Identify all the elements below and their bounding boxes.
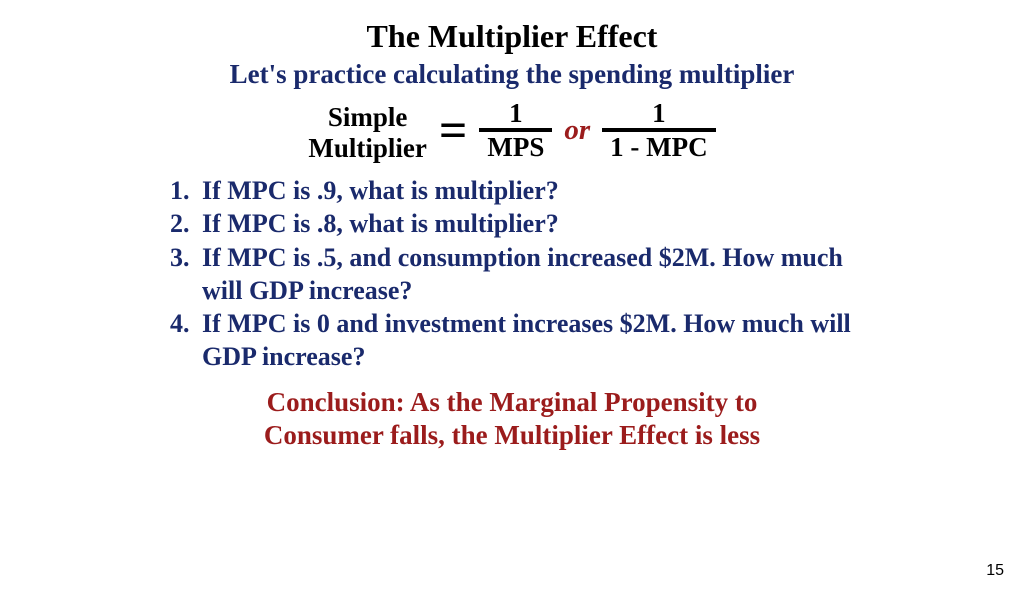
fraction-mpc-den: 1 - MPC xyxy=(602,132,715,161)
question-ol: If MPC is .9, what is multiplier? If MPC… xyxy=(152,174,872,374)
formula-row: Simple Multiplier = 1 MPS or 1 1 - MPC xyxy=(0,96,1024,164)
fraction-mps-num: 1 xyxy=(501,99,531,128)
question-item: If MPC is .9, what is multiplier? xyxy=(196,174,872,207)
question-item: If MPC is 0 and investment increases $2M… xyxy=(196,307,872,374)
slide-title: The Multiplier Effect xyxy=(0,18,1024,55)
fraction-mps-den: MPS xyxy=(479,132,552,161)
conclusion-line1: Conclusion: As the Marginal Propensity t… xyxy=(267,387,758,417)
conclusion-line2: Consumer falls, the Multiplier Effect is… xyxy=(264,420,760,450)
fraction-mpc: 1 1 - MPC xyxy=(602,99,715,162)
conclusion: Conclusion: As the Marginal Propensity t… xyxy=(0,386,1024,454)
formula-label-line2: Multiplier xyxy=(308,133,426,163)
question-item: If MPC is .8, what is multiplier? xyxy=(196,207,872,240)
formula-label-line1: Simple xyxy=(328,102,408,132)
or-word: or xyxy=(564,114,590,147)
equals-sign: = xyxy=(439,105,468,155)
fraction-mpc-num: 1 xyxy=(644,99,674,128)
question-list: If MPC is .9, what is multiplier? If MPC… xyxy=(152,174,872,374)
question-item: If MPC is .5, and consumption increased … xyxy=(196,241,872,308)
fraction-mps: 1 MPS xyxy=(479,99,552,162)
slide-subtitle: Let's practice calculating the spending … xyxy=(0,59,1024,90)
formula-label: Simple Multiplier xyxy=(308,96,426,164)
page-number: 15 xyxy=(986,562,1004,580)
